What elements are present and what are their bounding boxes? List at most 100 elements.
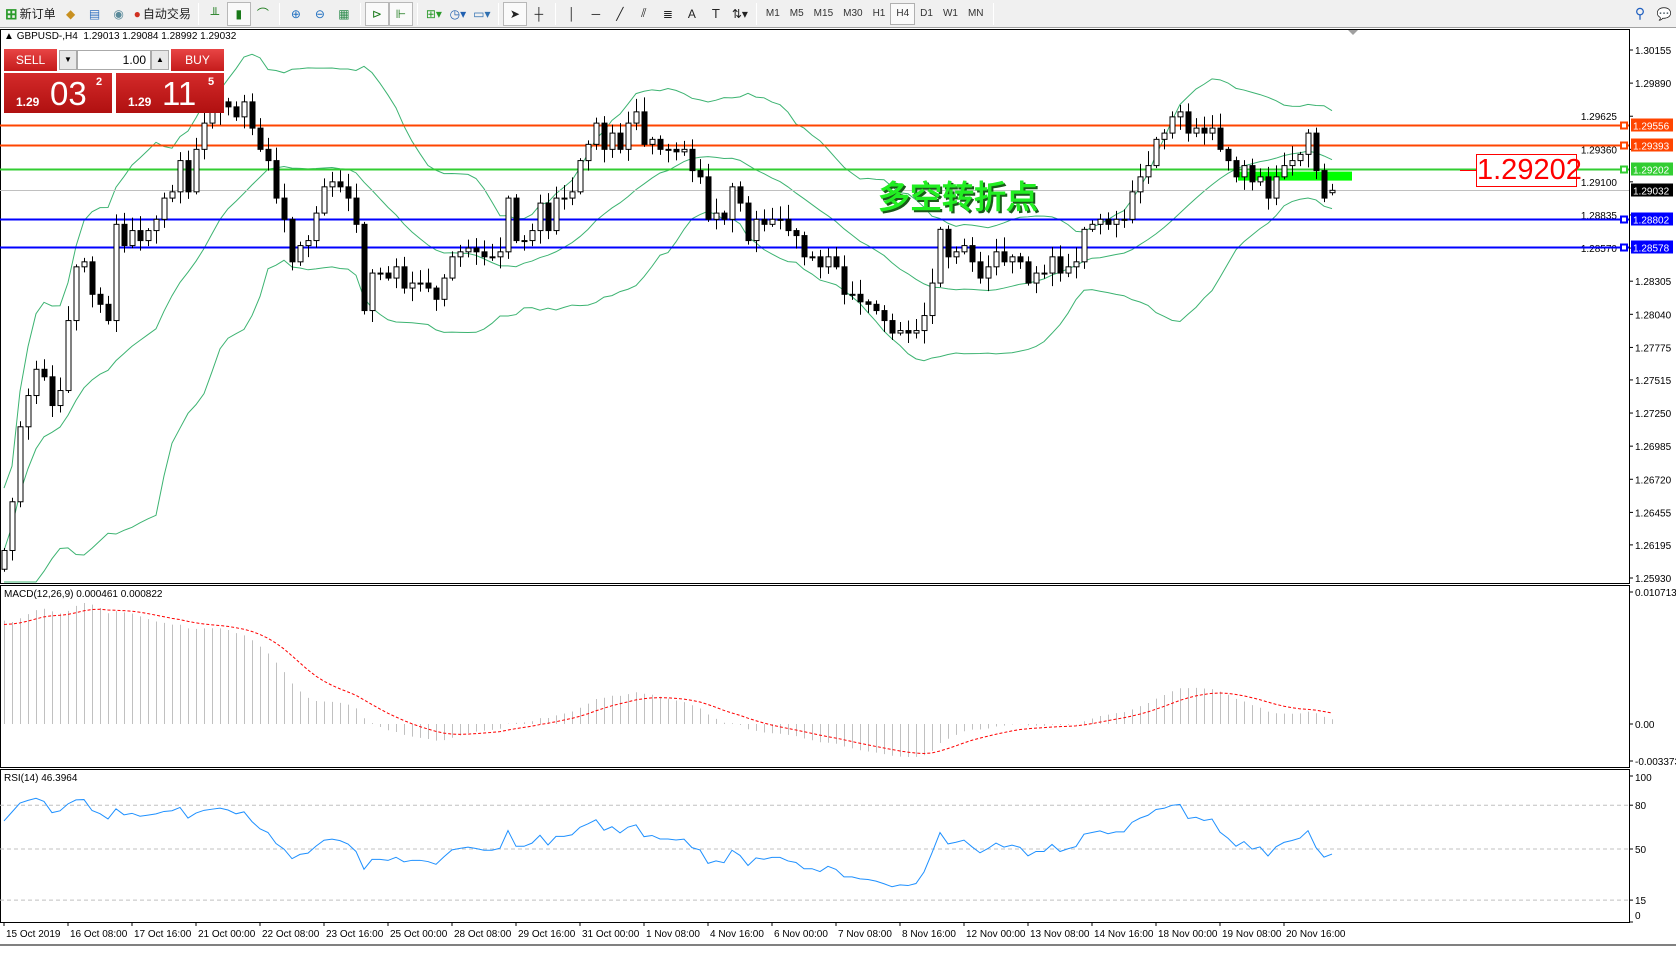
bull-candle xyxy=(953,251,960,258)
chart-shift-button[interactable]: ⊩ xyxy=(388,1,413,26)
timeframe-d1[interactable]: D1 xyxy=(920,8,933,19)
bull-candle xyxy=(505,197,512,253)
fibonacci-button[interactable]: ≣ xyxy=(656,2,680,26)
candlestick-button[interactable]: ▮ xyxy=(226,1,251,26)
text-label-button[interactable]: Ｔ xyxy=(704,2,728,26)
volume-input[interactable] xyxy=(77,50,151,70)
cursor-button[interactable]: ➤ xyxy=(502,1,527,26)
arrows-button[interactable]: ⇅▾ xyxy=(728,2,752,26)
market-watch-button[interactable]: ◆ xyxy=(59,2,83,26)
bear-candle xyxy=(513,197,520,242)
crosshair-button[interactable]: ┼ xyxy=(527,2,551,26)
volume-decrease-button[interactable]: ▼ xyxy=(59,50,77,70)
trendline-button[interactable]: ╱ xyxy=(608,2,632,26)
text-icon: A xyxy=(687,6,696,21)
zoom-in-button[interactable]: ⊕ xyxy=(284,2,308,26)
bear-candle xyxy=(1321,170,1328,199)
bull-candle xyxy=(81,261,88,268)
bear-candle xyxy=(41,368,48,378)
horizontal-line-button[interactable]: ─ xyxy=(584,2,608,26)
bull-candle xyxy=(1241,165,1248,178)
buy-button[interactable]: BUY xyxy=(171,49,224,71)
bull-candle xyxy=(1305,132,1312,155)
bull-candle xyxy=(753,218,760,242)
bull-candle xyxy=(1081,228,1088,263)
bear-candle xyxy=(481,251,488,258)
level-price-label: 1.29032 xyxy=(1633,187,1670,198)
level-price-badge xyxy=(1631,118,1673,132)
sell-button[interactable]: SELL xyxy=(4,49,57,71)
buy-price[interactable]: 1.29 11 5 xyxy=(116,73,224,113)
collapse-triangle-icon[interactable]: ▲ xyxy=(4,31,14,42)
add-indicator-button[interactable]: ⊞▾ xyxy=(422,2,446,26)
signals-button[interactable]: ◉ xyxy=(107,2,131,26)
tile-windows-button[interactable]: ▦ xyxy=(332,2,356,26)
bear-candle xyxy=(225,101,232,108)
timeframe-h4[interactable]: H4 xyxy=(890,2,916,25)
bull-candle xyxy=(1009,256,1016,263)
time-label: 22 Oct 08:00 xyxy=(262,929,320,940)
bear-candle xyxy=(721,212,728,220)
one-click-trading-panel: SELL ▼ ▲ BUY 1.29 03 2 1.29 11 5 xyxy=(4,49,224,113)
vertical-line-button[interactable]: │ xyxy=(560,2,584,26)
channel-icon: ⫽ xyxy=(641,6,647,20)
bull-candle xyxy=(449,256,456,279)
tile-windows-icon: ▦ xyxy=(338,6,350,21)
bull-candle xyxy=(209,111,216,124)
time-label: 18 Nov 00:00 xyxy=(1158,929,1218,940)
timeframe-m5[interactable]: M5 xyxy=(789,8,804,19)
chat-button[interactable]: 💬 xyxy=(1652,2,1676,26)
bull-candle xyxy=(177,160,184,193)
text-button[interactable]: A xyxy=(680,2,704,26)
price-tick-label: 1.28835 xyxy=(1581,211,1618,222)
bull-candle xyxy=(441,277,448,300)
time-label: 1 Nov 08:00 xyxy=(646,929,700,940)
line-chart-icon: ⌒ xyxy=(256,7,269,21)
new-order-button[interactable]: ⊞ 新订单 xyxy=(2,2,59,26)
bear-candle xyxy=(785,218,792,232)
data-window-button[interactable]: ▤ xyxy=(83,2,107,26)
volume-increase-button[interactable]: ▲ xyxy=(151,50,169,70)
sell-price[interactable]: 1.29 03 2 xyxy=(4,73,112,113)
level-handle xyxy=(1620,243,1628,252)
bull-candle xyxy=(65,320,72,392)
timeframe-m15[interactable]: M15 xyxy=(813,8,834,19)
bear-candle xyxy=(249,101,256,129)
channel-button[interactable]: ⫽ xyxy=(632,2,656,26)
bear-candle xyxy=(905,330,912,334)
bear-candle xyxy=(697,170,704,178)
time-label: 21 Oct 00:00 xyxy=(198,929,256,940)
bar-chart-button[interactable]: ╨ xyxy=(203,2,227,26)
timeframe-h1[interactable]: H1 xyxy=(872,8,886,19)
periods-button[interactable]: ◷▾ xyxy=(446,2,470,26)
timeframe-w1[interactable]: W1 xyxy=(942,8,958,19)
line-chart-button[interactable]: ⌒ xyxy=(251,2,275,26)
new-order-icon: ⊞ xyxy=(5,5,18,23)
zoom-out-button[interactable]: ⊖ xyxy=(308,2,332,26)
support-resistance-zone xyxy=(1238,171,1352,181)
bear-candle xyxy=(1017,256,1024,263)
auto-trading-button[interactable]: ● 自动交易 xyxy=(131,2,194,26)
bear-candle xyxy=(745,202,752,242)
timeframe-m1[interactable]: M1 xyxy=(765,8,780,19)
timeframe-mn[interactable]: MN xyxy=(967,8,984,19)
level-handle xyxy=(1620,121,1628,130)
auto-scroll-icon: ⊳ xyxy=(371,6,382,21)
trendline-icon: ╱ xyxy=(616,6,624,21)
level-price-label: 1.28578 xyxy=(1633,244,1670,255)
bar-chart-icon: ╨ xyxy=(210,6,220,21)
auto-scroll-button[interactable]: ⊳ xyxy=(364,1,389,26)
bull-candle xyxy=(1297,153,1304,162)
search-button[interactable]: ⚲ xyxy=(1628,2,1652,26)
auto-trading-icon: ● xyxy=(133,6,141,21)
annotation-text[interactable]: 多空转折点 xyxy=(878,178,1039,216)
price-label-box[interactable]: 1.29202 xyxy=(1476,154,1582,187)
timeframe-m30[interactable]: M30 xyxy=(843,8,863,19)
templates-button[interactable]: ▭▾ xyxy=(470,2,494,26)
bear-candle xyxy=(873,303,880,312)
bear-candle xyxy=(289,218,296,263)
price-tick-label: 1.27775 xyxy=(1635,343,1672,354)
zoom-out-icon: ⊖ xyxy=(314,6,325,21)
pane-frame-1 xyxy=(0,585,1630,768)
